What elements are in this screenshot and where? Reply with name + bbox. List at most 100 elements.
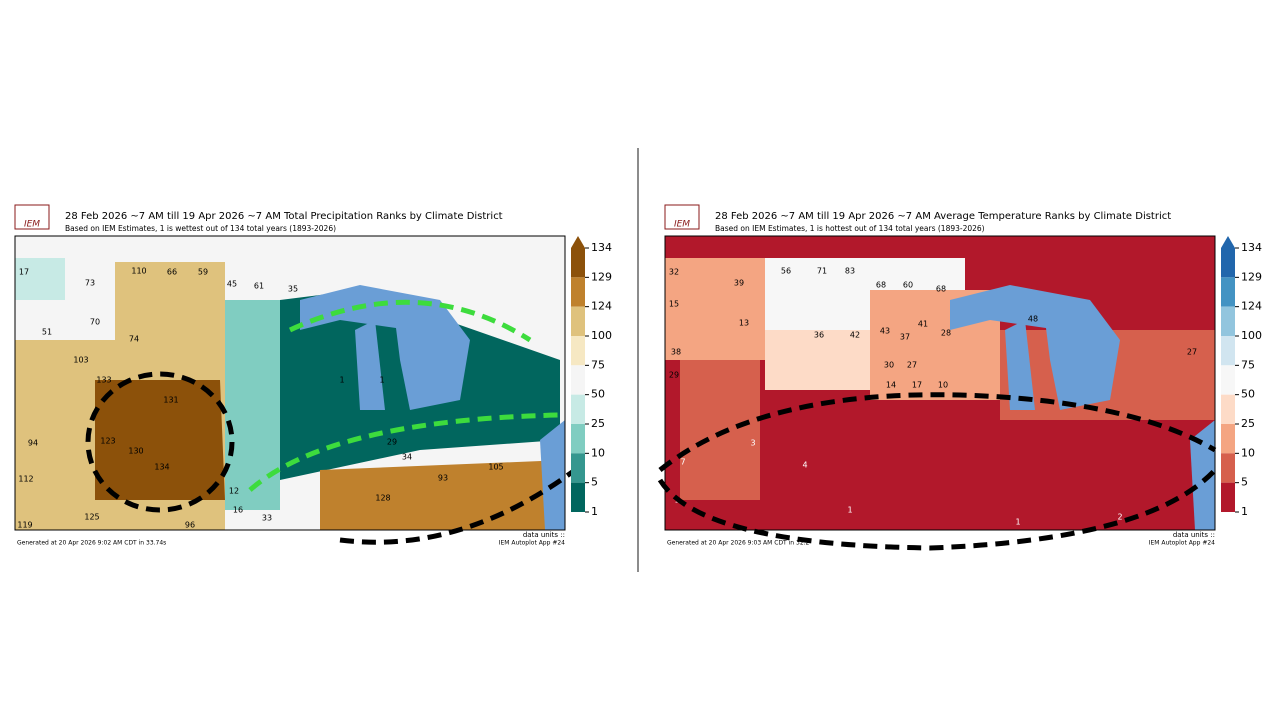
district-rank: 60 bbox=[903, 281, 913, 290]
annotation bbox=[657, 468, 1217, 551]
precip-panel: IEM 28 Feb 2026 ~7 AM till 19 Apr 2026 ~7… bbox=[14, 204, 612, 547]
district-rank: 14 bbox=[886, 381, 896, 390]
district-rank: 125 bbox=[84, 513, 99, 522]
colorbar-label: 129 bbox=[591, 270, 612, 283]
map-border bbox=[14, 235, 566, 531]
colorbar-segment bbox=[1221, 277, 1235, 307]
district-rank: 17 bbox=[19, 268, 29, 277]
district-rank: 27 bbox=[907, 361, 917, 370]
district-rank: 133 bbox=[96, 376, 111, 385]
district-rank: 3 bbox=[750, 439, 755, 448]
colorbar-segment bbox=[1221, 306, 1235, 336]
district-rank: 2 bbox=[1117, 513, 1122, 522]
colorbar-segment bbox=[571, 248, 585, 278]
district-rank: 131 bbox=[163, 396, 178, 405]
district-rank: 110 bbox=[131, 267, 146, 276]
district-rank: 68 bbox=[876, 281, 886, 290]
district-rank: 37 bbox=[900, 333, 910, 342]
district-rank: 1 bbox=[339, 376, 344, 385]
district-rank: 16 bbox=[233, 506, 243, 515]
logo: IEM bbox=[24, 220, 40, 230]
colorbar-label: 134 bbox=[1241, 241, 1262, 254]
map-region bbox=[1190, 420, 1215, 530]
colorbar-label: 100 bbox=[591, 329, 612, 342]
district-rank: 66 bbox=[167, 268, 177, 277]
map-border bbox=[664, 235, 1216, 531]
colorbar-label: 134 bbox=[591, 241, 612, 254]
colorbar-segment bbox=[571, 453, 585, 483]
colorbar-segment bbox=[1221, 394, 1235, 424]
district-rank: 103 bbox=[73, 356, 88, 365]
district-rank: 105 bbox=[488, 463, 503, 472]
district-rank: 70 bbox=[90, 318, 100, 327]
map-region bbox=[115, 262, 225, 342]
district-rank: 51 bbox=[42, 328, 52, 337]
colorbar-cap bbox=[1221, 236, 1235, 248]
map-region bbox=[1005, 320, 1035, 410]
colorbar-cap bbox=[571, 236, 585, 248]
district-rank: 94 bbox=[28, 439, 38, 448]
map-region bbox=[765, 330, 900, 390]
district-rank: 27 bbox=[1187, 348, 1197, 357]
district-rank: 123 bbox=[100, 437, 115, 446]
district-rank: 4 bbox=[802, 461, 807, 470]
colorbar-segment bbox=[1221, 424, 1235, 454]
map-region bbox=[320, 460, 565, 530]
map-region bbox=[225, 300, 280, 510]
district-rank: 32 bbox=[669, 268, 679, 277]
logo-box bbox=[664, 204, 700, 230]
colorbar-label: 124 bbox=[1241, 300, 1262, 313]
district-rank: 28 bbox=[941, 329, 951, 338]
colorbar-label: 25 bbox=[1241, 417, 1255, 430]
district-rank: 56 bbox=[781, 267, 791, 276]
units: data units :: bbox=[523, 531, 565, 539]
colorbar-label: 75 bbox=[591, 358, 605, 371]
district-rank: 68 bbox=[936, 285, 946, 294]
district-rank: 112 bbox=[18, 475, 33, 484]
district-rank: 33 bbox=[262, 514, 272, 523]
generated: Generated at 20 Apr 2026 9:03 AM CDT in … bbox=[667, 540, 810, 547]
district-rank: 13 bbox=[739, 319, 749, 328]
colorbar-segment bbox=[571, 482, 585, 512]
annotation bbox=[658, 392, 1217, 472]
district-rank: 45 bbox=[227, 280, 237, 289]
app: IEM Autoplot App #24 bbox=[1149, 540, 1215, 547]
colorbar-segment bbox=[1221, 482, 1235, 512]
colorbar-label: 10 bbox=[591, 446, 605, 459]
colorbar-segment bbox=[571, 365, 585, 395]
district-rank: 7 bbox=[680, 458, 685, 467]
subtitle: Based on IEM Estimates, 1 is wettest out… bbox=[65, 224, 336, 233]
map-region bbox=[1045, 320, 1120, 410]
colorbar-segment bbox=[571, 394, 585, 424]
district-rank: 119 bbox=[17, 521, 32, 530]
map-region bbox=[355, 320, 385, 410]
district-rank: 83 bbox=[845, 267, 855, 276]
colorbar-segment bbox=[1221, 336, 1235, 366]
title: 28 Feb 2026 ~7 AM till 19 Apr 2026 ~7 AM… bbox=[715, 211, 1171, 222]
colorbar-label: 50 bbox=[591, 388, 605, 401]
colorbar-label: 10 bbox=[1241, 446, 1255, 459]
colorbar-segment bbox=[571, 424, 585, 454]
district-rank: 41 bbox=[918, 320, 928, 329]
annotation bbox=[288, 299, 532, 343]
colorbar-label: 100 bbox=[1241, 329, 1262, 342]
district-rank: 73 bbox=[85, 279, 95, 288]
district-rank: 71 bbox=[817, 267, 827, 276]
annotation bbox=[248, 412, 561, 492]
colorbar-segment bbox=[1221, 248, 1235, 278]
map-region bbox=[300, 285, 470, 340]
district-rank: 130 bbox=[128, 447, 143, 456]
district-rank: 93 bbox=[438, 474, 448, 483]
map-region bbox=[665, 258, 765, 360]
district-rank: 134 bbox=[154, 463, 169, 472]
app: IEM Autoplot App #24 bbox=[499, 540, 565, 547]
colorbar-label: 75 bbox=[1241, 358, 1255, 371]
map-region bbox=[95, 380, 225, 500]
map-region bbox=[15, 258, 65, 300]
district-rank: 30 bbox=[884, 361, 894, 370]
colorbar-label: 5 bbox=[1241, 476, 1248, 489]
map-region bbox=[950, 285, 1120, 340]
district-rank: 36 bbox=[814, 331, 824, 340]
district-rank: 1 bbox=[847, 506, 852, 515]
